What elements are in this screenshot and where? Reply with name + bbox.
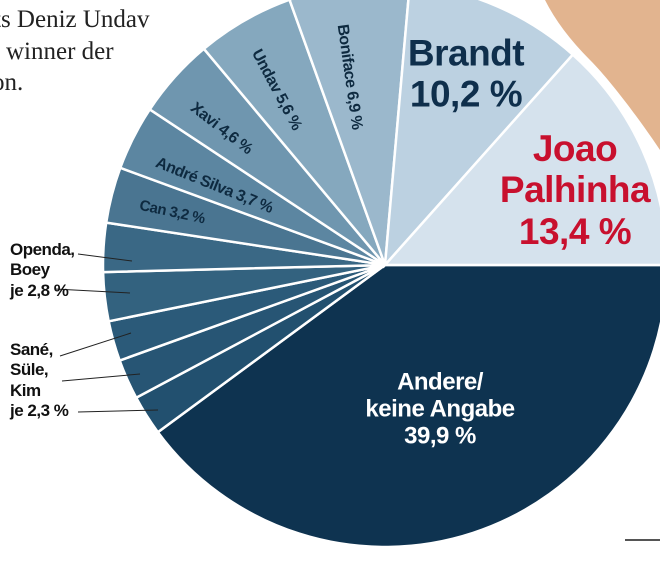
leader-line [59, 332, 132, 357]
text-line: ts Deniz Undav [0, 6, 150, 33]
category-label: Andere/ keine Angabe [365, 368, 515, 423]
article-text: ts Deniz Undav winner der on. [0, 4, 156, 99]
value-label: 39,9 % [404, 422, 476, 450]
pie-slice [202, 0, 387, 266]
group-label: Openda, Boey je 2,8 % [10, 240, 75, 301]
category-label: Kim [10, 380, 41, 400]
text-line: winner der [6, 37, 114, 65]
slice-label: Andere/ keine Angabe 39,9 % [365, 368, 515, 451]
pie-slice [156, 263, 660, 549]
value-label: je 2,3 % [10, 401, 69, 421]
category-label: Joao Palhinha [499, 127, 651, 211]
leader-line [77, 409, 159, 413]
category-label: Sané, [10, 340, 53, 359]
text-line: on. [0, 69, 24, 96]
category-label: Brandt [407, 32, 525, 74]
pie-slice [288, 0, 410, 266]
group-label: Sané, Süle, Kim je 2,3 % [10, 340, 69, 422]
leader-line [61, 373, 141, 382]
value-label: je 2,8 % [10, 280, 69, 300]
leader-line [54, 288, 131, 294]
pie-slice [383, 0, 575, 269]
slice-label: Joao Palhinha 13,4 % [499, 127, 651, 252]
leader-lines [54, 253, 159, 413]
pie-slice [382, 52, 660, 267]
category-label: Boey [10, 260, 50, 280]
photo-arm [545, 0, 660, 150]
value-label: 10,2 % [409, 74, 523, 115]
value-label: 13,4 % [518, 210, 632, 252]
pie [101, 0, 660, 549]
leader-line [77, 253, 133, 262]
category-label: Openda, [10, 240, 75, 259]
category-label: Süle, [10, 360, 49, 380]
slice-label: Brandt 10,2 % [407, 32, 525, 116]
